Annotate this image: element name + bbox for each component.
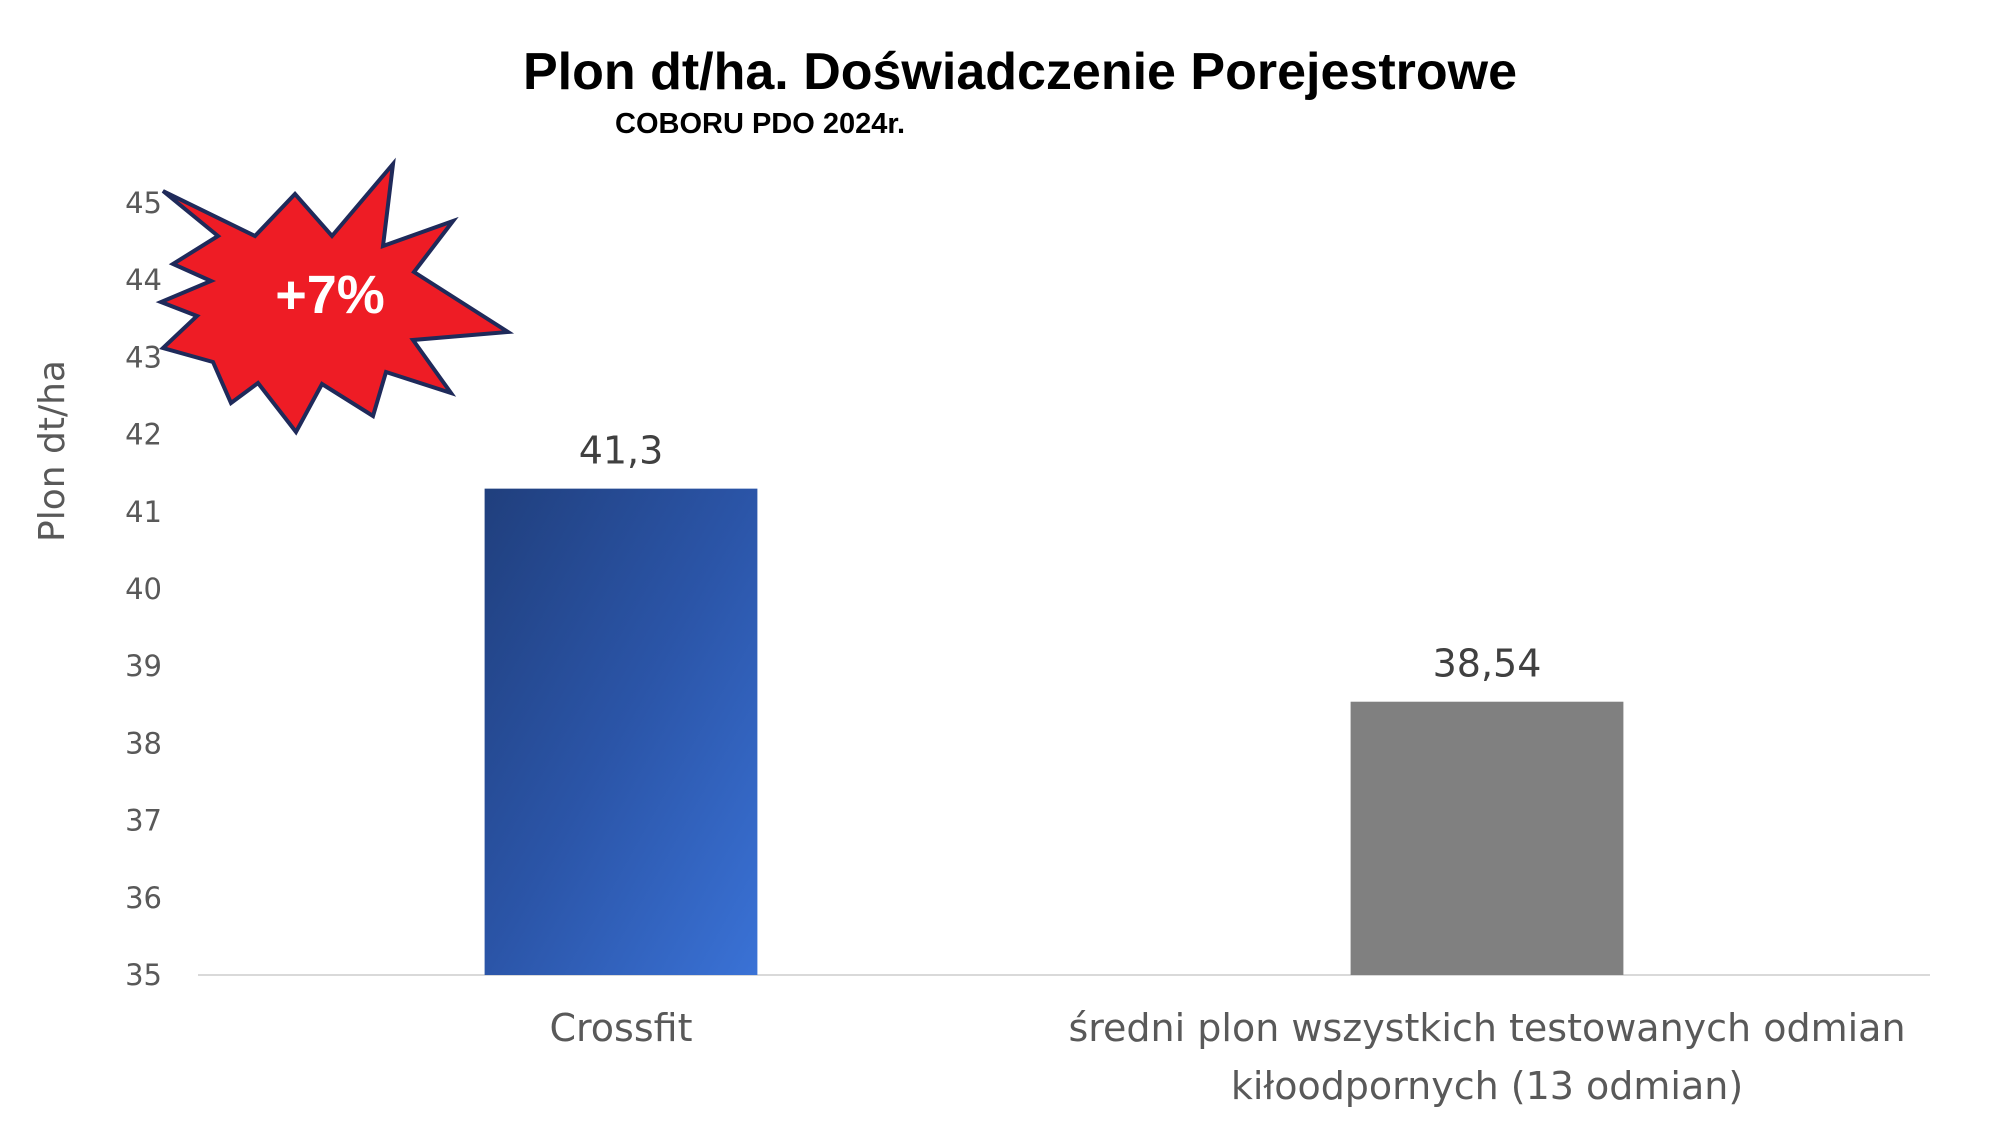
category-label: kiłoodpornych (13 odmian) [1231, 1064, 1743, 1108]
bar-crossfit [484, 488, 758, 975]
bar-average [1350, 701, 1624, 975]
y-tick-label: 36 [125, 881, 162, 915]
data-label: 38,54 [1433, 642, 1542, 686]
y-tick-label: 37 [125, 804, 162, 838]
y-tick-label: 39 [125, 649, 162, 683]
category-label: Crossfit [549, 1006, 692, 1050]
starburst-label: +7% [275, 265, 385, 325]
data-label: 41,3 [579, 429, 664, 473]
y-tick-label: 41 [125, 495, 162, 529]
starburst-shape [155, 157, 515, 436]
y-tick-label: 45 [125, 186, 162, 220]
y-tick-label: 35 [125, 958, 162, 992]
y-axis-label: Plon dt/ha [32, 360, 73, 542]
category-label: średni plon wszystkich testowanych odmia… [1068, 1006, 1905, 1050]
y-tick-label: 43 [125, 340, 162, 374]
y-tick-label: 38 [125, 726, 162, 760]
y-tick-label: 44 [125, 263, 162, 297]
chart-title: Plon dt/ha. Doświadczenie Porejestrowe [522, 43, 1518, 101]
y-tick-label: 40 [125, 572, 162, 606]
chart-subtitle: COBORU PDO 2024r. [615, 108, 906, 140]
y-tick-label: 42 [125, 418, 162, 452]
